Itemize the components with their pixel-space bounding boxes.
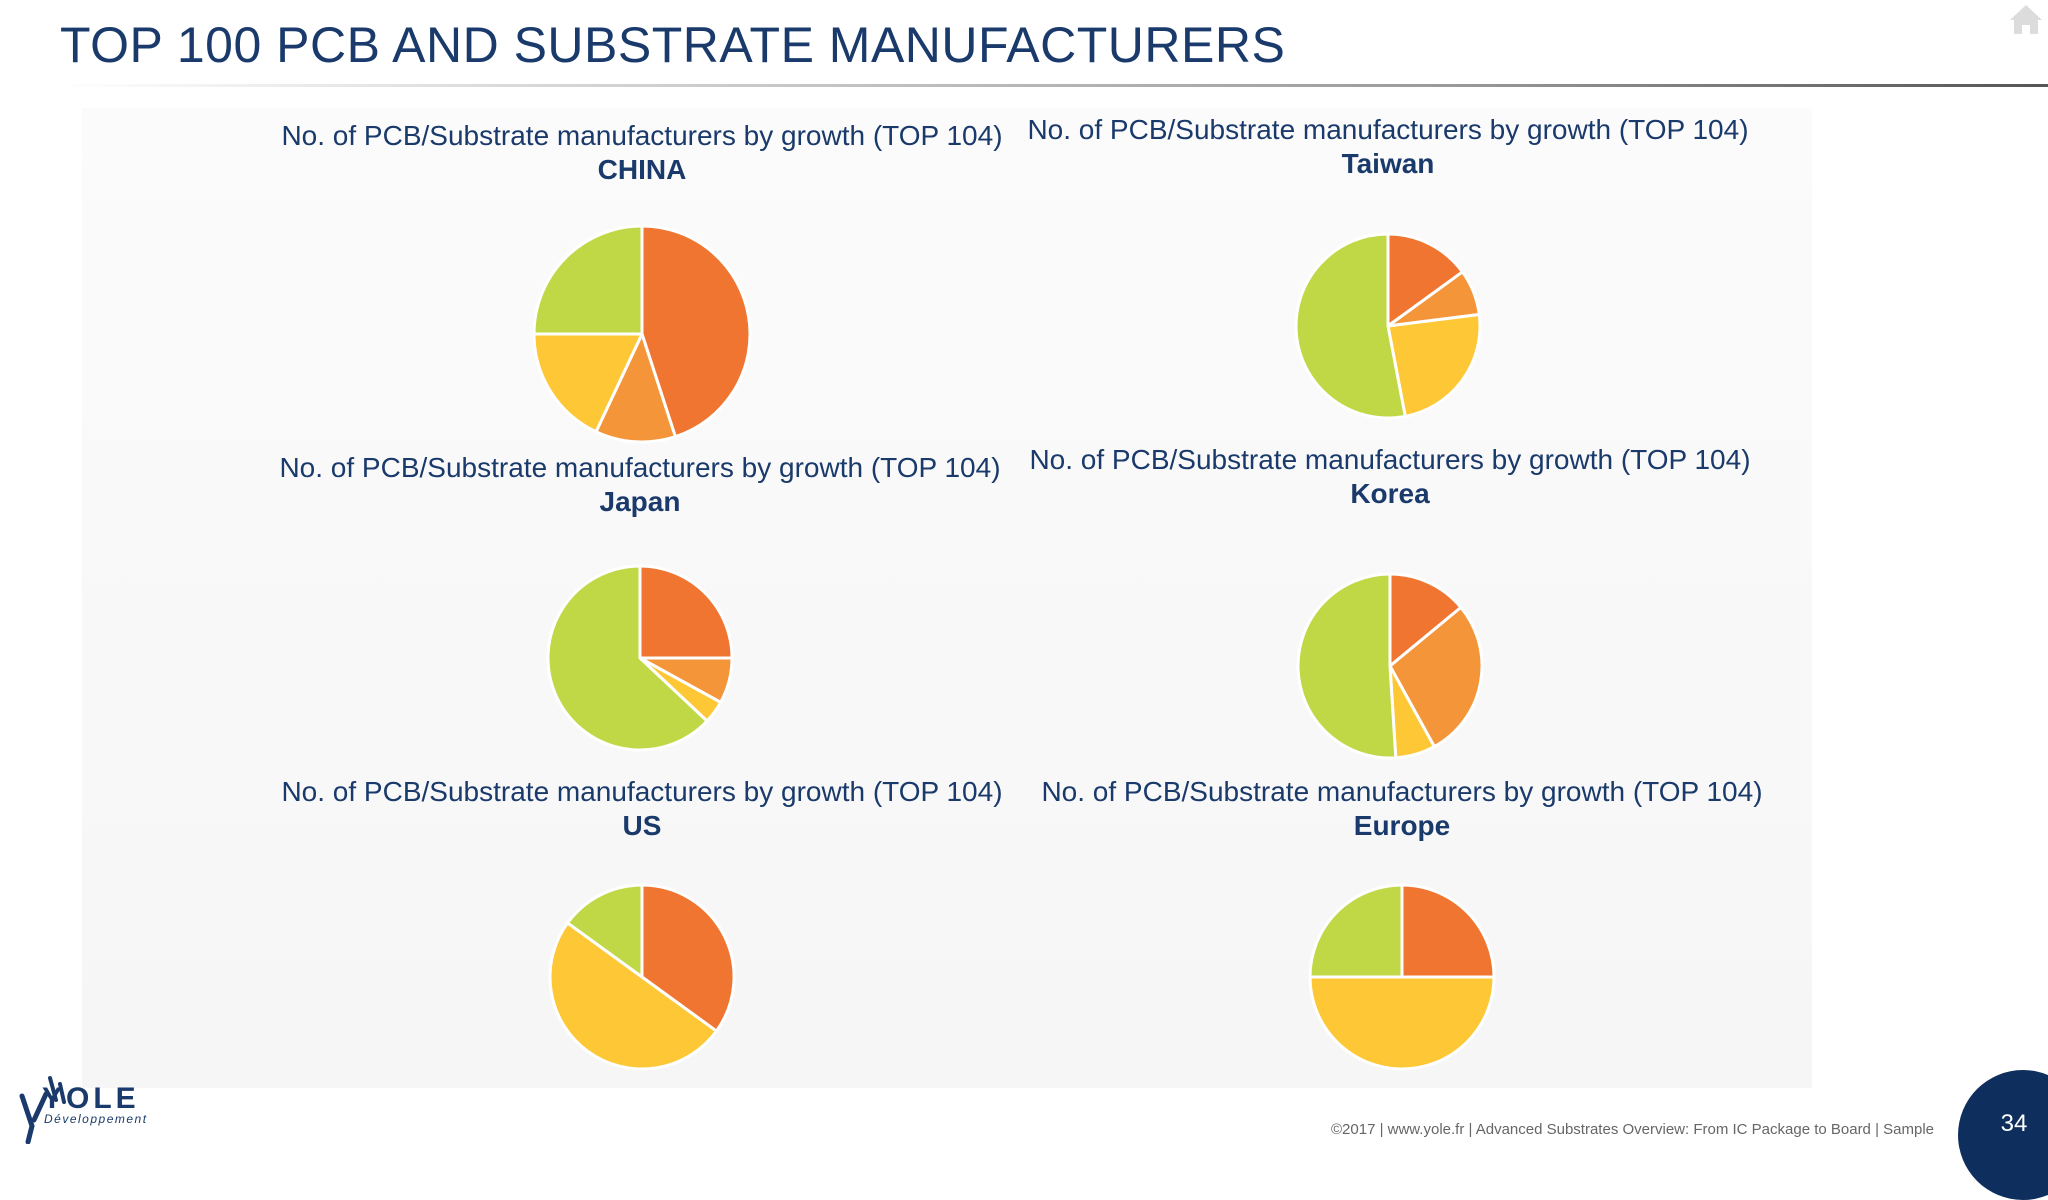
pie-europe — [1308, 883, 1496, 1071]
chart-subtitle: Europe — [1353, 810, 1451, 841]
pie-us — [548, 883, 736, 1071]
chart-caption: No. of PCB/Substrate manufacturers by gr… — [262, 776, 1022, 842]
pie-slice — [638, 564, 734, 660]
chart-title: No. of PCB/Substrate manufacturers by gr… — [1027, 114, 1749, 145]
pie-slice — [532, 332, 644, 434]
pie-chart-us: No. of PCB/Substrate manufacturers by gr… — [262, 776, 1022, 1106]
pie-slice — [1308, 883, 1404, 979]
pie-taiwan — [1294, 232, 1482, 420]
title-divider — [56, 84, 2048, 87]
pie-china — [532, 224, 752, 444]
page-number: 34 — [2000, 1110, 2028, 1137]
chart-title: No. of PCB/Substrate manufacturers by gr… — [281, 120, 1003, 151]
chart-subtitle: Taiwan — [1341, 148, 1435, 179]
chart-caption: No. of PCB/Substrate manufacturers by gr… — [1008, 114, 1768, 180]
chart-title: No. of PCB/Substrate manufacturers by gr… — [1041, 776, 1763, 807]
pie-slice — [640, 883, 736, 1033]
logo-subtitle: Développement — [44, 1112, 148, 1126]
pie-slice — [546, 564, 709, 752]
chart-caption: No. of PCB/Substrate manufacturers by gr… — [1010, 444, 1770, 510]
pie-slice — [1388, 605, 1484, 749]
pie-slice — [640, 224, 752, 439]
pie-chart-korea: No. of PCB/Substrate manufacturers by gr… — [1010, 444, 1770, 774]
pie-chart-taiwan: No. of PCB/Substrate manufacturers by gr… — [1008, 114, 1768, 444]
pie-slice — [566, 883, 644, 979]
chart-area: No. of PCB/Substrate manufacturers by gr… — [82, 108, 1812, 1088]
pie-slice — [1400, 883, 1496, 979]
pie-chart-china: No. of PCB/Substrate manufacturers by gr… — [262, 120, 1022, 450]
chart-caption: No. of PCB/Substrate manufacturers by gr… — [262, 120, 1022, 186]
chart-title: No. of PCB/Substrate manufacturers by gr… — [1029, 444, 1751, 475]
chart-title: No. of PCB/Substrate manufacturers by gr… — [279, 452, 1001, 483]
chart-subtitle: Japan — [599, 486, 681, 517]
chart-title: No. of PCB/Substrate manufacturers by gr… — [281, 776, 1003, 807]
pie-korea — [1296, 572, 1484, 760]
pie-slice — [1308, 975, 1496, 1071]
yole-logo-mark — [19, 1076, 66, 1144]
chart-subtitle: Korea — [1350, 478, 1430, 509]
home-icon[interactable] — [2008, 2, 2044, 36]
pie-slice — [1296, 572, 1398, 760]
chart-caption: No. of PCB/Substrate manufacturers by gr… — [1022, 776, 1782, 842]
pie-slice — [548, 921, 718, 1071]
pie-slice — [532, 224, 644, 336]
chart-subtitle: CHINA — [597, 154, 687, 185]
slide-title: TOP 100 PCB AND SUBSTRATE MANUFACTURERS — [60, 17, 1286, 73]
pie-chart-japan: No. of PCB/Substrate manufacturers by gr… — [260, 452, 1020, 782]
chart-caption: No. of PCB/Substrate manufacturers by gr… — [260, 452, 1020, 518]
pie-chart-europe: No. of PCB/Substrate manufacturers by gr… — [1022, 776, 1782, 1106]
logo-wordmark: YOLE — [42, 1082, 140, 1115]
pie-slice — [594, 332, 677, 444]
footer-text: ©2017 | www.yole.fr | Advanced Substrate… — [1330, 1121, 1934, 1138]
pie-slice — [1386, 312, 1482, 418]
chart-subtitle: US — [622, 810, 662, 841]
pie-slice — [1294, 232, 1407, 420]
pie-slice — [1388, 572, 1463, 668]
pie-slice — [1386, 232, 1464, 328]
pie-japan — [546, 564, 734, 752]
